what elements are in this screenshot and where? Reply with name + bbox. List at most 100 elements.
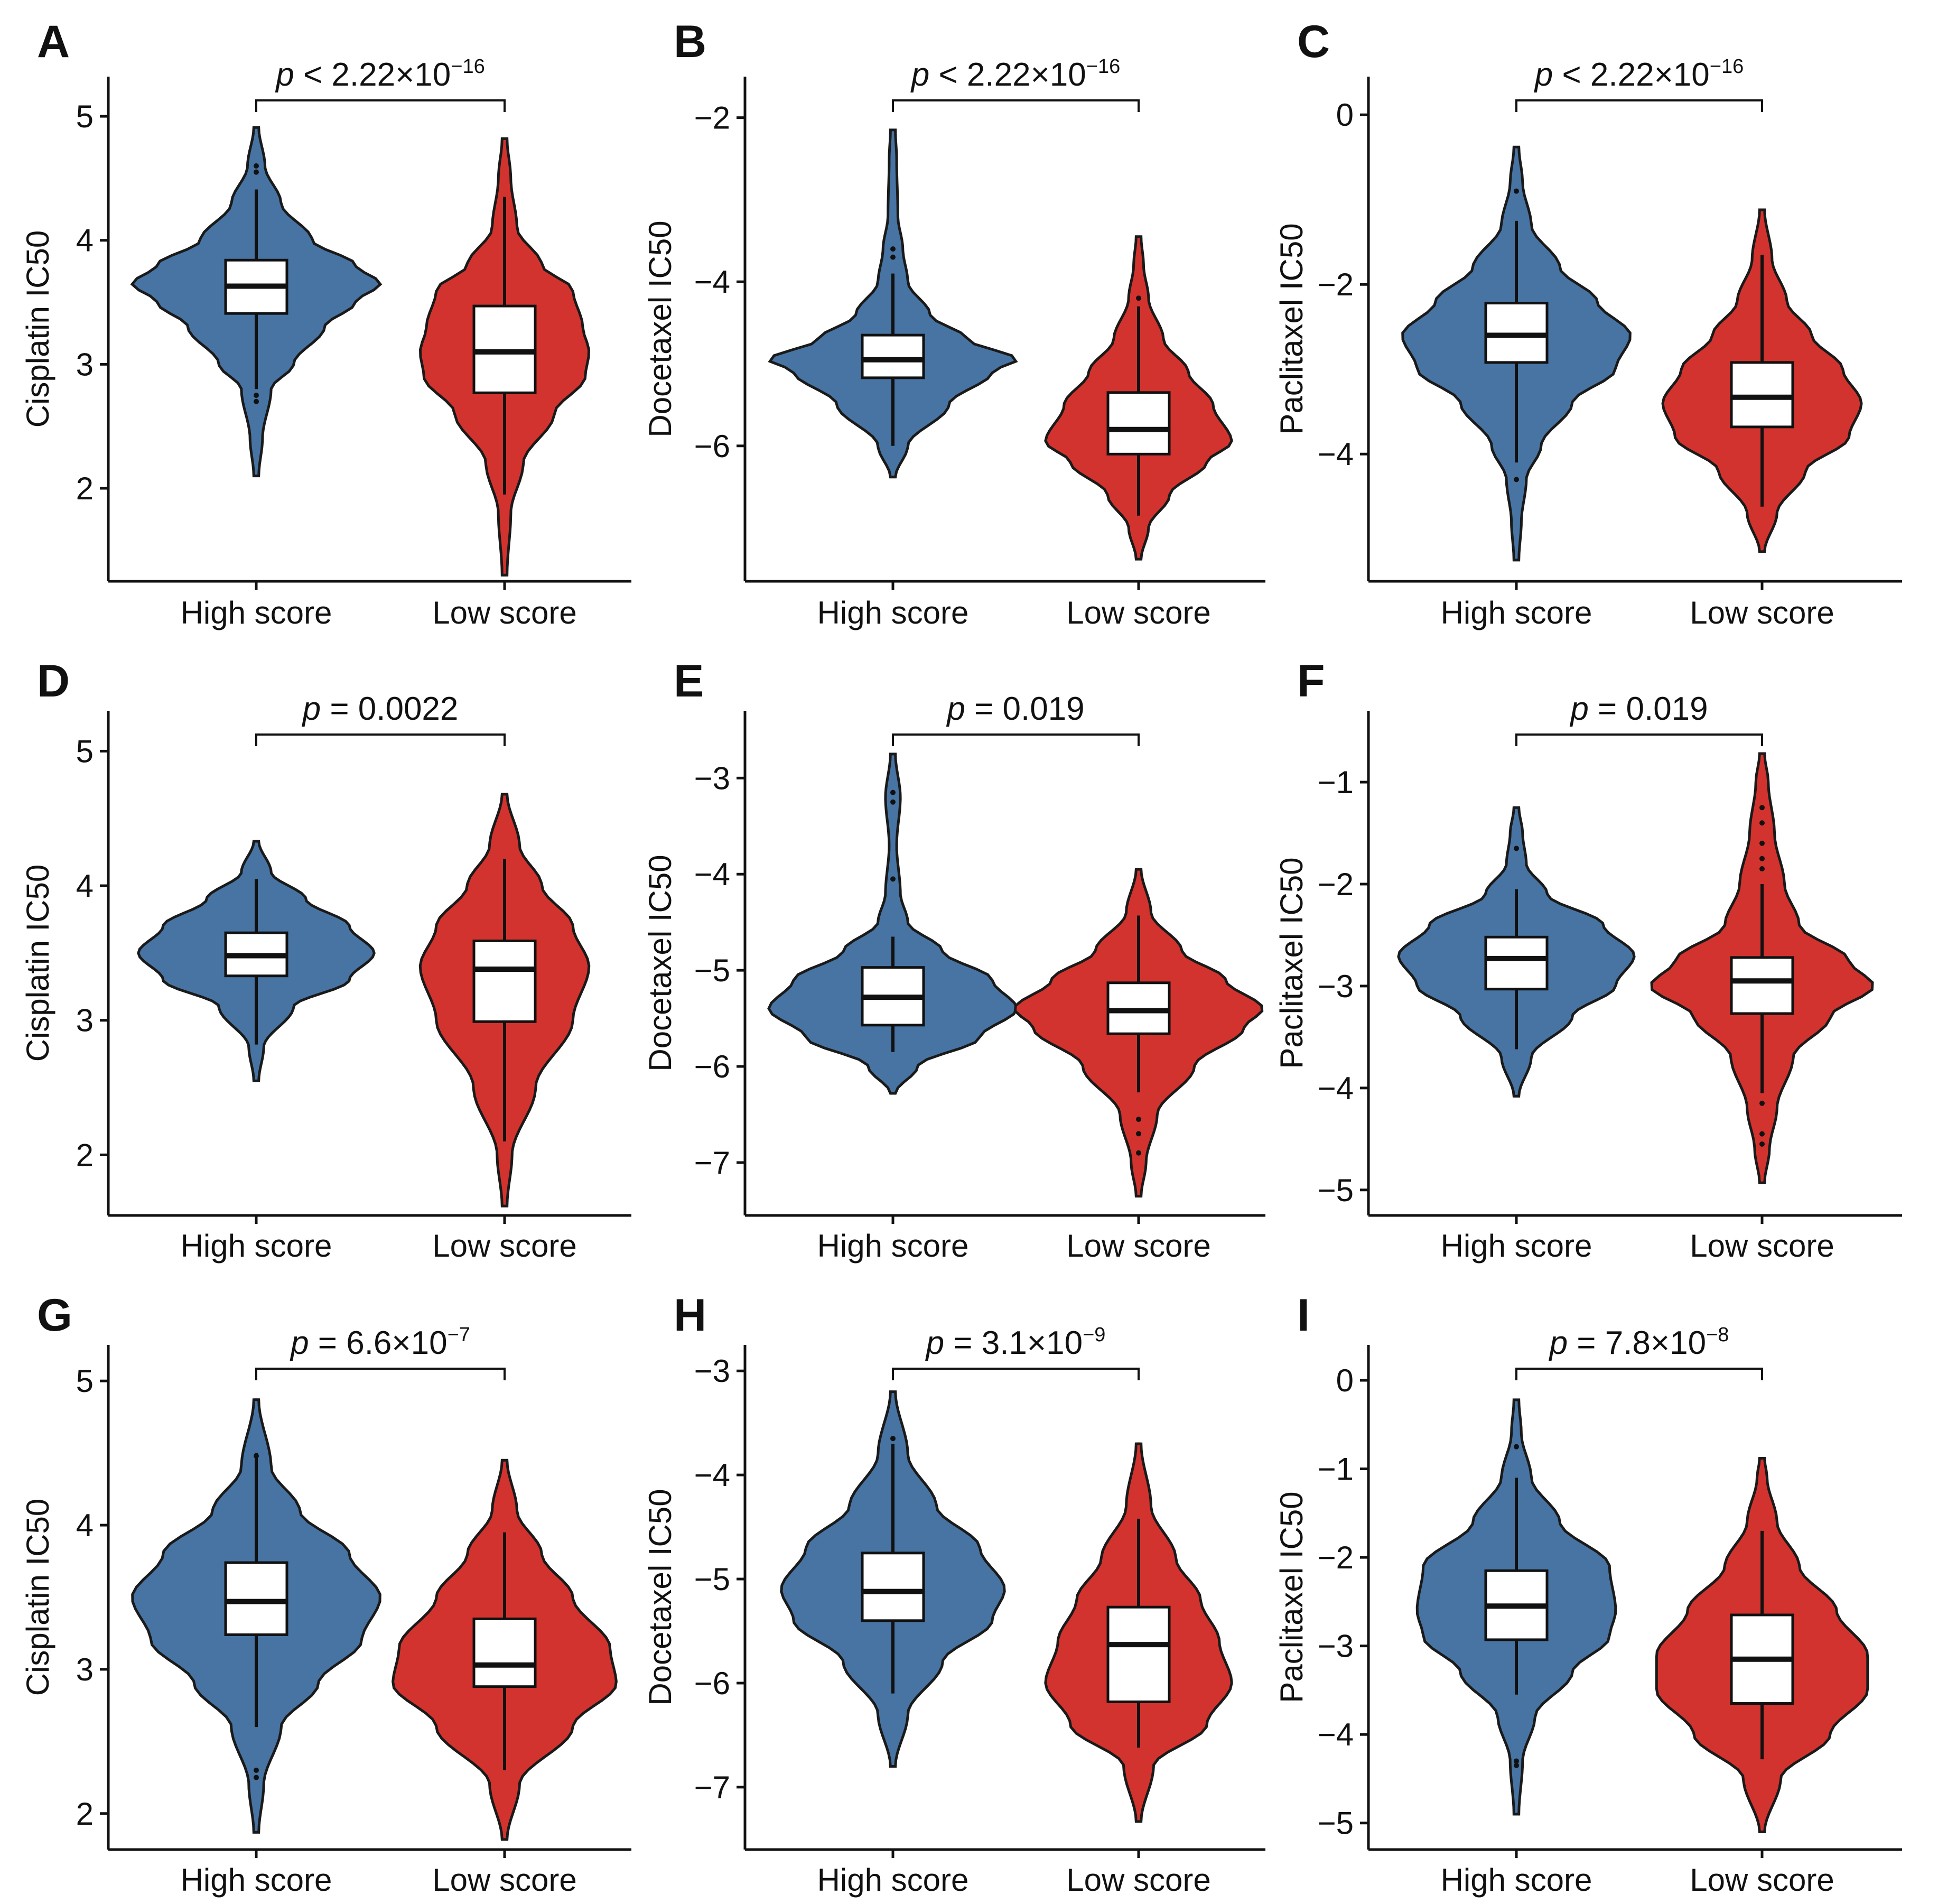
outlier-point bbox=[890, 790, 896, 795]
y-tick-label: −4 bbox=[694, 1457, 730, 1493]
p-value-exponent: −7 bbox=[448, 1324, 470, 1346]
p-value-exponent: −16 bbox=[451, 55, 484, 78]
p-value-exponent: −16 bbox=[1710, 55, 1744, 78]
outlier-point bbox=[1514, 477, 1519, 482]
y-tick-label: 2 bbox=[76, 471, 94, 506]
outlier-point bbox=[1759, 1141, 1765, 1147]
y-tick-label: 2 bbox=[76, 1796, 94, 1832]
panel-I: I −5 −4 −3 −2 −1 0 Paclitaxel IC50 High score Low… bbox=[1274, 1290, 1902, 1898]
series-high bbox=[130, 126, 383, 478]
y-tick-label: 5 bbox=[76, 1363, 94, 1399]
x-tick-label: Low score bbox=[1690, 1228, 1834, 1264]
y-axis-label: Cisplatin IC50 bbox=[20, 865, 55, 1062]
panel-label: A bbox=[37, 16, 70, 67]
panel-H: H −7 −6 −5 −4 −3 Docetaxel IC50 High score Low s… bbox=[642, 1290, 1265, 1898]
panel-label: H bbox=[674, 1290, 706, 1341]
x-tick-label: High score bbox=[1441, 1862, 1592, 1898]
p-value-exponent: −9 bbox=[1083, 1324, 1105, 1346]
p-value-label: p = 0.0022 bbox=[302, 691, 459, 727]
y-tick-label: −3 bbox=[694, 1353, 730, 1389]
x-tick-label: High score bbox=[817, 595, 969, 630]
p-value-label: p = 7.8×10−8 bbox=[1549, 1324, 1729, 1361]
outlier-point bbox=[1514, 1762, 1519, 1768]
p-value-text: = 0.0022 bbox=[321, 691, 458, 727]
p-value-label: p < 2.22×10−16 bbox=[275, 55, 484, 93]
outlier-point bbox=[1514, 846, 1519, 851]
y-axis-label: Cisplatin IC50 bbox=[20, 1499, 55, 1696]
x-tick-label: Low score bbox=[1690, 1862, 1834, 1898]
p-value-text: = 3.1×10 bbox=[944, 1325, 1083, 1361]
series-low bbox=[1044, 235, 1233, 561]
box bbox=[472, 1617, 537, 1688]
y-tick-label: −4 bbox=[694, 264, 730, 300]
outlier-point bbox=[890, 1436, 896, 1442]
significance-bracket bbox=[255, 99, 506, 112]
y-axis-label: Cisplatin IC50 bbox=[20, 230, 55, 428]
series-high bbox=[1397, 806, 1636, 1098]
x-tick-label: High score bbox=[817, 1862, 969, 1898]
outlier-point bbox=[1136, 1150, 1141, 1156]
outlier-point bbox=[890, 246, 896, 252]
y-axis-label: Docetaxel IC50 bbox=[642, 855, 678, 1071]
outlier-point bbox=[254, 393, 259, 398]
y-tick-label: −7 bbox=[694, 1145, 730, 1181]
series-high bbox=[137, 840, 376, 1082]
y-tick-label: −6 bbox=[694, 1049, 730, 1084]
x-tick-label: Low score bbox=[432, 1862, 576, 1898]
y-tick-label: −2 bbox=[1318, 867, 1354, 902]
y-tick-label: −6 bbox=[694, 1666, 730, 1701]
x-tick-label: Low score bbox=[1066, 595, 1210, 630]
box bbox=[1484, 935, 1549, 991]
panel-C: C −4 −2 0 Paclitaxel IC50 High score Low score… bbox=[1274, 16, 1902, 630]
outlier-point bbox=[1759, 805, 1765, 811]
y-tick-label: −5 bbox=[694, 1562, 730, 1597]
series-high bbox=[780, 1390, 1006, 1768]
significance-bracket bbox=[255, 733, 506, 746]
y-tick-label: −4 bbox=[1318, 1717, 1354, 1752]
outlier-point bbox=[254, 1453, 259, 1459]
outlier-point bbox=[1759, 1131, 1765, 1137]
outlier-point bbox=[254, 398, 259, 404]
series-high bbox=[1401, 145, 1632, 562]
p-value-symbol: p bbox=[275, 57, 294, 93]
y-tick-label: 5 bbox=[76, 99, 94, 134]
panel-B: B −6 −4 −2 Docetaxel IC50 High score Low score… bbox=[642, 16, 1265, 630]
panel-label: I bbox=[1297, 1290, 1310, 1341]
series-low bbox=[392, 1459, 618, 1841]
y-tick-label: −2 bbox=[1318, 1540, 1354, 1575]
x-tick-label: Low score bbox=[432, 595, 576, 630]
y-tick-label: 0 bbox=[1336, 1363, 1354, 1398]
x-tick-label: High score bbox=[1441, 1228, 1592, 1264]
significance-bracket bbox=[892, 99, 1140, 112]
x-tick-label: High score bbox=[1441, 595, 1592, 630]
box bbox=[1730, 956, 1794, 1015]
series-low bbox=[1013, 868, 1264, 1198]
p-value-text: < 2.22×10 bbox=[929, 57, 1086, 93]
y-tick-label: 5 bbox=[76, 733, 94, 769]
y-tick-label: −2 bbox=[1318, 267, 1354, 302]
panel-A: A 2 3 4 5 Cisplatin IC50 High score Low score p … bbox=[20, 16, 631, 630]
outlier-point bbox=[890, 799, 896, 805]
y-tick-label: −3 bbox=[694, 760, 730, 796]
p-value-symbol: p bbox=[946, 691, 965, 727]
significance-bracket bbox=[255, 1368, 506, 1380]
p-value-text: = 0.019 bbox=[965, 691, 1085, 727]
outlier-point bbox=[1759, 866, 1765, 872]
series-low bbox=[1650, 752, 1874, 1184]
y-tick-label: −1 bbox=[1318, 1452, 1354, 1487]
outlier-point bbox=[1136, 1131, 1141, 1137]
series-low bbox=[1044, 1442, 1233, 1823]
series-low bbox=[1655, 1456, 1869, 1834]
outlier-point bbox=[254, 1775, 259, 1780]
p-value-text: = 0.019 bbox=[1589, 691, 1708, 727]
panel-label: B bbox=[674, 16, 706, 67]
y-tick-label: −2 bbox=[694, 100, 730, 136]
y-tick-label: −1 bbox=[1318, 765, 1354, 800]
panel-label: C bbox=[1297, 16, 1330, 67]
x-tick-label: Low score bbox=[1690, 595, 1834, 630]
p-value-symbol: p bbox=[1549, 1325, 1568, 1361]
outlier-point bbox=[1759, 840, 1765, 846]
outlier-point bbox=[1136, 295, 1141, 301]
p-value-symbol: p bbox=[302, 691, 321, 727]
